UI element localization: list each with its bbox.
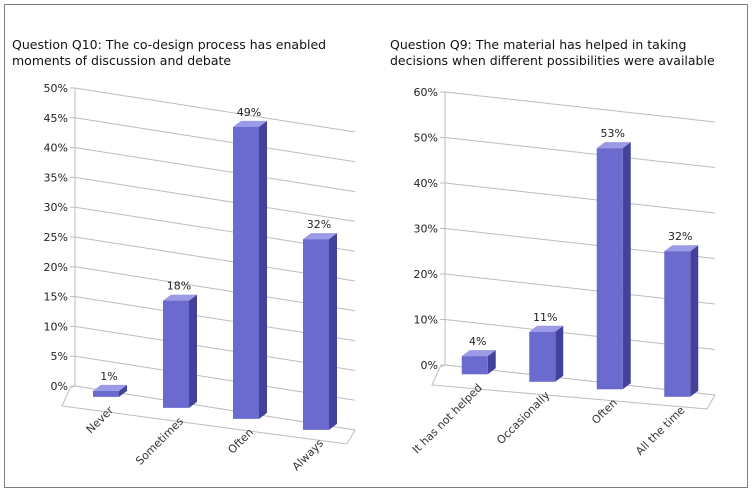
q10-y-tick-label: 50%: [44, 82, 68, 95]
q10-y-tick-label: 10%: [44, 320, 68, 333]
q10-bar-side: [189, 294, 197, 408]
q9-y-tick-label: 40%: [414, 177, 438, 190]
q9-bar-side: [690, 245, 699, 397]
q10-y-tick-label: 40%: [44, 142, 68, 155]
q10-y-tick-label: 25%: [44, 231, 68, 244]
gridline: [444, 137, 716, 168]
chart-title-q9: Question Q9: The material has helped in …: [390, 37, 715, 68]
q10-x-tick-label: Sometimes: [133, 415, 186, 468]
q9-data-label: 4%: [469, 335, 486, 348]
q10-floor: [61, 385, 356, 445]
q10-bar-side: [119, 384, 127, 397]
q9-y-tick-label: 30%: [414, 223, 438, 236]
q10-y-tick-label: 45%: [44, 112, 68, 125]
gridline: [74, 147, 356, 193]
q10-data-label: 1%: [100, 370, 117, 383]
q9-bar: [596, 148, 623, 390]
q9-data-label: 11%: [533, 311, 557, 324]
q9-bar: [461, 356, 488, 375]
gridline: [74, 117, 356, 163]
q10-bar: [163, 300, 189, 408]
q10-bar-side: [329, 233, 337, 430]
q10-y-tick-label: 0%: [51, 380, 68, 393]
q10-bar-top: [163, 294, 197, 301]
q10-bar-side: [259, 120, 267, 419]
q10-data-label: 32%: [307, 218, 331, 231]
q9-y-tick-label: 10%: [414, 314, 438, 327]
q10-bar-top: [93, 384, 127, 391]
q9-bar: [529, 331, 556, 382]
q9-bar-side: [555, 325, 564, 382]
q10-bar: [233, 126, 259, 419]
q10-x-tick-label: Always: [290, 437, 327, 474]
q9-x-tick-label: All the time: [633, 404, 687, 458]
q10-data-label: 49%: [237, 106, 261, 119]
q9-bar-side: [622, 142, 631, 390]
q9-bar-top: [596, 142, 631, 149]
q10-y-tick-label: 5%: [51, 350, 68, 363]
q9-y-tick-label: 50%: [414, 132, 438, 145]
q9-bar-top: [461, 350, 496, 357]
q9-bar: [664, 251, 691, 397]
q9-bar-side: [487, 350, 496, 375]
gridline: [74, 176, 356, 222]
q9-bar-top: [529, 325, 564, 332]
q9-x-tick-label: Occasionally: [494, 388, 553, 447]
q10-y-tick-label: 20%: [44, 261, 68, 274]
chart-title-q10: Question Q10: The co-design process has …: [12, 37, 327, 68]
q9-bar-top: [664, 245, 699, 252]
q10-data-label: 18%: [167, 280, 191, 293]
gridline: [444, 182, 716, 214]
q9-y-tick-label: 20%: [414, 268, 438, 281]
q10-bar-top: [233, 120, 267, 127]
gridline: [444, 91, 716, 123]
q10-bar-top: [303, 233, 337, 240]
q9-y-tick-label: 60%: [414, 86, 438, 99]
q9-y-tick-label: 0%: [421, 359, 438, 372]
q10-y-tick-label: 15%: [44, 291, 68, 304]
q9-floor: [431, 364, 716, 410]
q10-y-tick-label: 35%: [44, 171, 68, 184]
q9-data-label: 32%: [668, 230, 692, 243]
q9-x-tick-label: It has not helped: [410, 381, 485, 456]
gridline: [74, 87, 356, 133]
q10-bar: [303, 239, 329, 430]
q9-data-label: 53%: [601, 127, 625, 140]
q10-bar: [93, 390, 119, 397]
q10-y-tick-label: 30%: [44, 201, 68, 214]
